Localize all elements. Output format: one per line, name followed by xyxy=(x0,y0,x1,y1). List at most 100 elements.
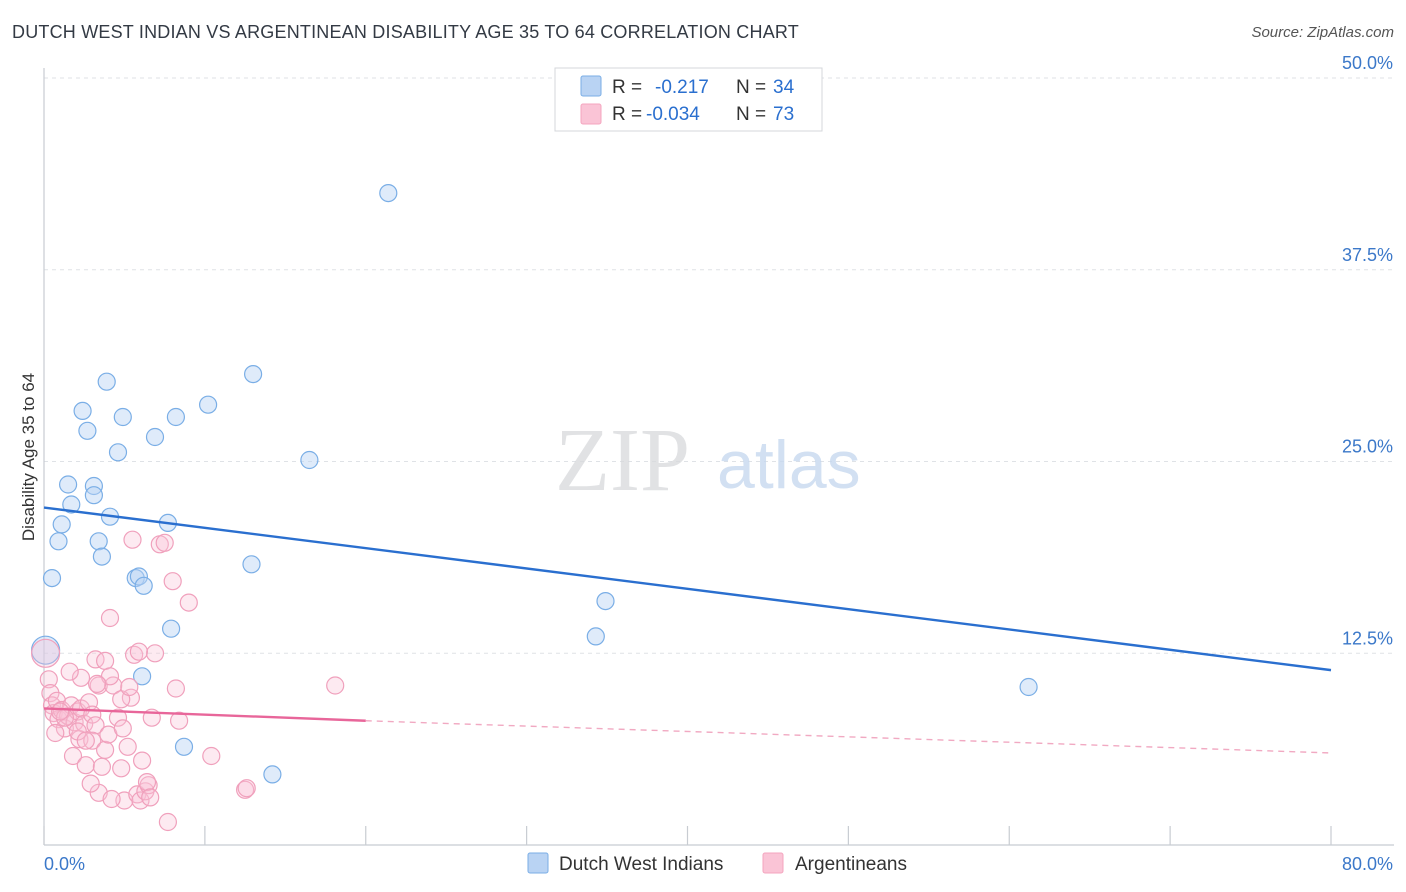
point-dutch-west-indians xyxy=(129,567,148,586)
point-argentineans xyxy=(133,751,152,770)
point-argentineans xyxy=(100,608,120,628)
point-argentineans xyxy=(95,651,115,671)
point-argentineans xyxy=(71,668,91,687)
point-argentineans xyxy=(81,774,100,793)
points-layer xyxy=(30,184,1038,832)
x-tick-label-min: 0.0% xyxy=(44,854,85,874)
point-dutch-west-indians xyxy=(84,476,104,496)
point-dutch-west-indians xyxy=(133,667,152,686)
point-dutch-west-indians xyxy=(379,184,398,203)
point-dutch-west-indians xyxy=(62,495,81,514)
point-argentineans xyxy=(92,757,112,776)
point-argentineans xyxy=(129,642,148,661)
point-argentineans xyxy=(326,676,345,695)
legend-label-arg: Argentineans xyxy=(795,854,907,875)
legend-swatch-arg xyxy=(762,852,784,874)
stats-n-value-dutch: 34 xyxy=(773,77,795,98)
tick-labels-layer: 12.5% 25.0% 37.5% 50.0% 0.0% 80.0% xyxy=(44,53,1393,874)
point-dutch-west-indians xyxy=(49,532,68,551)
point-argentineans xyxy=(118,737,137,756)
point-argentineans xyxy=(120,677,139,697)
point-dutch-west-indians xyxy=(596,591,615,611)
trend-layer xyxy=(43,506,1332,754)
y-axis-label: Disability Age 35 to 64 xyxy=(19,373,38,541)
legend-swatch-dutch xyxy=(527,852,549,874)
point-dutch-west-indians xyxy=(242,555,261,574)
x-tick-label-max: 80.0% xyxy=(1342,854,1393,874)
point-argentineans xyxy=(155,533,174,552)
stats-n-value-arg: 73 xyxy=(773,104,794,125)
point-dutch-west-indians xyxy=(52,515,71,534)
point-dutch-west-indians xyxy=(108,443,128,462)
point-dutch-west-indians xyxy=(166,407,185,427)
watermark: ZIP atlas xyxy=(555,411,861,510)
point-dutch-west-indians xyxy=(97,372,116,391)
point-dutch-west-indians xyxy=(84,486,104,505)
point-argentineans xyxy=(179,593,198,612)
point-argentineans xyxy=(202,746,221,766)
stats-r-value-arg: -0.034 xyxy=(646,104,700,125)
point-argentineans xyxy=(86,716,105,735)
point-dutch-west-indians xyxy=(42,568,62,588)
point-dutch-west-indians xyxy=(244,365,263,384)
point-argentineans xyxy=(87,674,107,694)
stats-swatch-dutch xyxy=(580,75,602,97)
point-argentineans xyxy=(30,638,61,668)
stats-r-label-arg: R = xyxy=(612,104,642,125)
point-dutch-west-indians xyxy=(58,475,78,494)
stats-swatch-arg xyxy=(580,103,602,125)
y-tick-label: 12.5% xyxy=(1342,628,1393,648)
point-dutch-west-indians xyxy=(134,576,153,595)
point-argentineans xyxy=(123,530,142,549)
point-argentineans xyxy=(83,731,102,750)
point-argentineans xyxy=(237,779,256,798)
point-argentineans xyxy=(113,719,132,738)
point-dutch-west-indians xyxy=(113,407,132,427)
y-tick-label: 25.0% xyxy=(1342,437,1393,457)
point-dutch-west-indians xyxy=(300,450,319,470)
point-argentineans xyxy=(108,708,128,727)
point-argentineans xyxy=(163,572,182,591)
point-argentineans xyxy=(125,645,144,664)
point-dutch-west-indians xyxy=(586,627,605,646)
stats-n-label-arg: N = xyxy=(736,104,766,125)
point-argentineans xyxy=(145,644,165,663)
point-argentineans xyxy=(95,740,115,760)
axes-layer xyxy=(43,68,1394,846)
source-label: Source: ZipAtlas.com xyxy=(1251,24,1394,41)
point-argentineans xyxy=(102,789,121,809)
y-tick-label: 37.5% xyxy=(1342,245,1393,265)
point-dutch-west-indians xyxy=(263,765,282,784)
point-argentineans xyxy=(39,670,58,689)
point-argentineans xyxy=(63,746,83,766)
y-tick-label: 50.0% xyxy=(1342,53,1393,73)
point-dutch-west-indians xyxy=(78,421,97,440)
watermark-atlas: atlas xyxy=(717,427,861,503)
trendline-argentineans xyxy=(43,707,366,722)
point-dutch-west-indians xyxy=(73,401,92,420)
point-dutch-west-indians xyxy=(174,737,194,756)
point-argentineans xyxy=(76,731,95,750)
chart-title: DUTCH WEST INDIAN VS ARGENTINEAN DISABIL… xyxy=(12,22,799,42)
point-dutch-west-indians xyxy=(162,619,181,638)
point-dutch-west-indians xyxy=(89,532,108,551)
trendline-argentineans-extension xyxy=(365,720,1332,754)
stats-r-label-dutch: R = xyxy=(612,77,642,98)
point-argentineans xyxy=(50,702,70,721)
point-argentineans xyxy=(166,679,185,698)
stats-n-label-dutch: N = xyxy=(736,77,766,98)
point-dutch-west-indians xyxy=(92,547,112,566)
point-argentineans xyxy=(112,759,131,778)
point-dutch-west-indians xyxy=(199,395,218,414)
point-argentineans xyxy=(131,791,150,810)
point-dutch-west-indians xyxy=(145,427,165,447)
point-argentineans xyxy=(46,723,65,743)
point-argentineans xyxy=(158,812,177,832)
point-argentineans xyxy=(76,756,95,775)
point-argentineans xyxy=(60,662,79,681)
trendline-dutch-west-indians xyxy=(43,506,1332,672)
series-legend: Dutch West Indians Argentineans xyxy=(527,852,907,875)
stats-r-value-dutch: -0.217 xyxy=(655,77,709,98)
